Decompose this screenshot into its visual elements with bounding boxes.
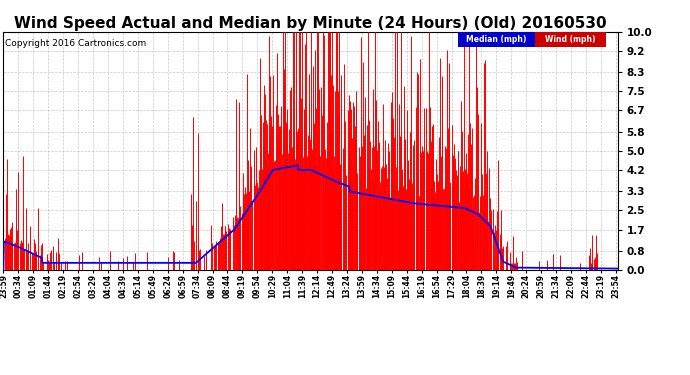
Text: Copyright 2016 Cartronics.com: Copyright 2016 Cartronics.com: [5, 39, 146, 48]
Title: Wind Speed Actual and Median by Minute (24 Hours) (Old) 20160530: Wind Speed Actual and Median by Minute (…: [14, 16, 607, 31]
